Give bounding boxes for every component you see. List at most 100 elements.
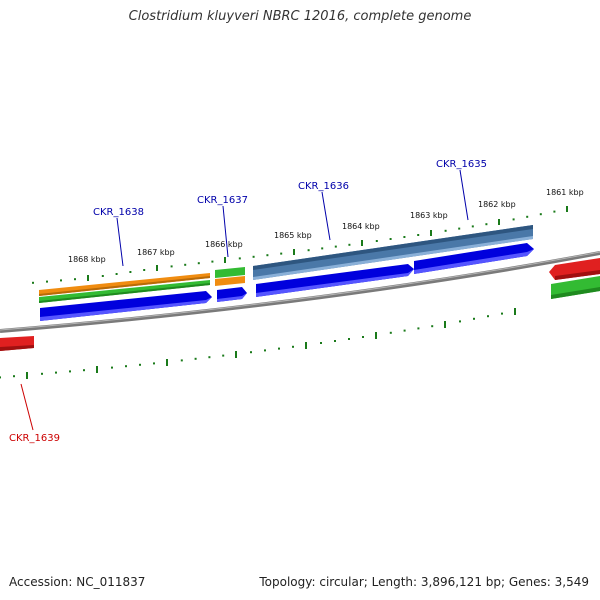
inner-minor-tick-3 [0, 376, 1, 379]
outer-minor-tick-4 [74, 278, 76, 281]
inner-minor-tick-32 [501, 312, 503, 315]
outer-minor-tick-5 [101, 275, 104, 277]
map-title: Clostridium kluyveri NBRC 12016, complet… [128, 9, 472, 24]
feature-steelblue-1636-top [253, 225, 533, 270]
leader-line-1637 [222, 205, 229, 258]
outer-minor-tick-30 [526, 215, 529, 218]
tick-1866 [224, 257, 226, 263]
tick-1862 [498, 219, 500, 225]
outer-minor-tick-20 [348, 243, 351, 246]
inner-minor-tick-23 [348, 338, 350, 340]
inner-minor-tick-11 [139, 363, 141, 366]
inner-minor-tick-8 [83, 369, 85, 372]
outer-minor-tick-9 [170, 265, 173, 268]
tick-1863 [430, 230, 432, 236]
gene-label-ckr-1636[interactable]: CKR_1636 [298, 181, 349, 192]
inner-tick-1 [26, 372, 28, 379]
outer-minor-tick-2 [46, 280, 48, 283]
inner-minor-tick-4 [13, 375, 15, 378]
cds-arrow-1635-highlight [414, 249, 534, 274]
outer-minor-tick-11 [197, 262, 200, 265]
inner-minor-tick-26 [403, 329, 406, 332]
genome-backbone-highlight [0, 251, 600, 331]
outer-minor-tick-7 [129, 271, 132, 273]
gene-label-ckr-1637[interactable]: CKR_1637 [197, 195, 248, 206]
leader-line-1636 [321, 191, 331, 241]
outer-minor-tick-25 [444, 229, 447, 232]
gene-label-ckr-1635[interactable]: CKR_1635 [436, 159, 487, 170]
inner-tick-row [26, 308, 516, 379]
inner-minor-tick-30 [473, 317, 475, 320]
outer-minor-tick-8 [143, 269, 146, 271]
outer-minor-tick-6 [115, 273, 118, 275]
tick-1865 [293, 249, 295, 255]
inner-minor-tick-21 [320, 342, 322, 344]
inner-tick-8 [514, 308, 516, 315]
feature-green-right-shade [551, 287, 600, 299]
feature-red-right-shade [555, 270, 600, 280]
inner-minor-tick-13 [180, 359, 183, 362]
outer-minor-tick-3 [60, 279, 62, 282]
feature-green-1637[interactable] [215, 267, 245, 278]
tick-1861 [566, 206, 568, 212]
inner-minor-tick-6 [55, 371, 57, 374]
inner-minor-tick-27 [417, 327, 420, 330]
tick-label-1867: 1867 kbp [137, 248, 175, 257]
tick-label-1864: 1864 kbp [342, 222, 380, 231]
tick-label-1862: 1862 kbp [478, 200, 516, 209]
inner-minor-tick-17 [250, 351, 252, 354]
inner-minor-tick-18 [264, 349, 266, 352]
gene-label-ckr-1639[interactable]: CKR_1639 [9, 433, 60, 444]
outer-minor-tick-16 [280, 252, 283, 255]
accession-text: Accession: NC_011837 [9, 575, 146, 589]
cds-arrow-1636-highlight [256, 269, 414, 297]
inner-minor-tick-22 [334, 340, 336, 342]
inner-minor-tick-19 [278, 347, 280, 350]
feature-red-1639-shade [0, 345, 34, 351]
cds-arrow-1637-highlight [217, 293, 247, 302]
outer-minor-tick-26 [458, 227, 461, 230]
inner-tick-5 [305, 342, 307, 349]
feature-orange-1637[interactable] [215, 276, 245, 286]
tick-label-1866: 1866 kbp [205, 240, 243, 249]
inner-minor-tick-9 [111, 366, 113, 369]
leader-line-1638 [116, 217, 124, 267]
outer-minor-tick-24 [417, 234, 420, 236]
inner-minor-tick-31 [487, 315, 489, 318]
outer-minor-tick-12 [211, 260, 214, 263]
cds-arrow-1638-highlight [40, 297, 212, 321]
outer-minor-tick-22 [389, 238, 392, 240]
outer-minor-tick-1 [32, 281, 34, 284]
inner-tick-4 [235, 351, 237, 358]
inner-tick-7 [444, 321, 446, 328]
outer-minor-tick-10 [184, 263, 187, 266]
inner-tick-3 [166, 359, 168, 366]
tick-label-1865: 1865 kbp [274, 231, 312, 240]
outer-minor-tick-28 [485, 223, 488, 226]
tick-1867 [156, 265, 158, 271]
inner-minor-tick-28 [431, 325, 434, 328]
tick-1868 [87, 275, 89, 281]
outer-minor-tick-13 [238, 257, 241, 260]
outer-minor-tick-14 [252, 255, 255, 258]
outer-minor-tick-31 [539, 213, 542, 216]
outer-minor-tick-19 [334, 245, 337, 248]
outer-minor-tick-29 [512, 218, 515, 221]
feature-green-1638-shade [39, 283, 210, 303]
inner-minor-tick-7 [69, 370, 71, 373]
inner-minor-tick-5 [41, 372, 43, 375]
outer-minor-ticks [32, 210, 556, 284]
feature-orange-1638-shade [39, 276, 210, 296]
tick-label-1861: 1861 kbp [546, 188, 584, 197]
inner-tick-2 [96, 366, 98, 373]
inner-minor-tick-20 [292, 345, 294, 348]
outer-minor-tick-23 [403, 236, 406, 238]
gene-label-ckr-1638[interactable]: CKR_1638 [93, 207, 144, 218]
outer-minor-tick-15 [266, 254, 269, 257]
inner-tick-6 [375, 332, 377, 339]
inner-minor-tick-16 [222, 354, 225, 357]
tick-1864 [361, 240, 363, 246]
leader-line-1635 [459, 169, 469, 221]
outer-minor-tick-17 [307, 249, 310, 252]
